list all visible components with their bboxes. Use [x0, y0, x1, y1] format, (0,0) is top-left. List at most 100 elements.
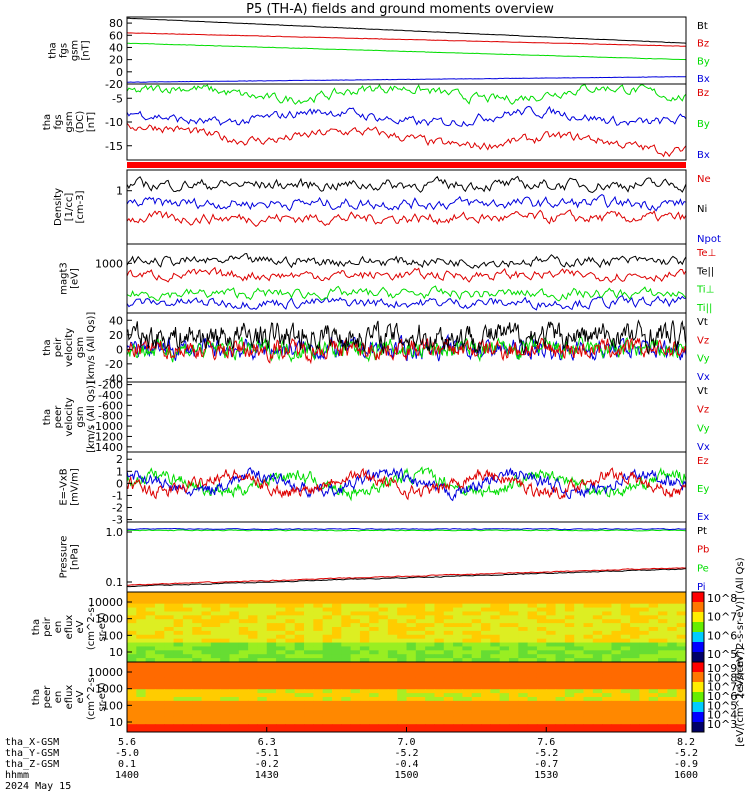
heatmap-cell	[527, 592, 538, 597]
heatmap-cell	[630, 685, 640, 690]
heatmap-cell	[387, 646, 398, 651]
heatmap-cell	[602, 724, 612, 729]
heatmap-cell	[276, 689, 286, 694]
heatmap-cell	[443, 700, 454, 706]
heatmap-cell	[322, 681, 333, 686]
heatmap-cell	[611, 662, 622, 667]
heatmap-cell	[154, 623, 165, 628]
heatmap-cell	[602, 603, 612, 609]
heatmap-cell	[471, 689, 482, 694]
heatmap-cell	[583, 607, 594, 612]
heatmap-cell	[453, 673, 463, 679]
heatmap-cell	[471, 599, 482, 605]
heatmap-cell	[471, 681, 482, 686]
heatmap-cell	[238, 650, 249, 655]
y-axis-label: E=-VxB	[59, 468, 70, 505]
heatmap-cell	[210, 619, 221, 624]
heatmap-cell	[220, 662, 230, 667]
heatmap-cell	[499, 685, 510, 690]
heatmap-cell	[145, 662, 156, 667]
heatmap-cell	[397, 642, 407, 647]
heatmap-cell	[508, 627, 519, 632]
heatmap-cell	[127, 627, 137, 632]
heatmap-cell	[145, 623, 156, 628]
heatmap-cell	[257, 592, 268, 597]
legend-entry: Te||	[696, 266, 714, 277]
heatmap-cell	[434, 615, 445, 620]
heatmap-cell	[406, 599, 417, 605]
y-tick-label: 10000	[88, 596, 123, 609]
heatmap-cell	[164, 654, 175, 659]
colorbar-tick: 10^5	[707, 699, 737, 712]
heatmap-cell	[359, 607, 370, 612]
heatmap-cell	[425, 662, 435, 667]
heatmap-cell	[564, 716, 575, 721]
heatmap-cell	[192, 646, 203, 651]
heatmap-cell	[154, 615, 165, 620]
heatmap-cell	[192, 665, 203, 671]
heatmap-cell	[257, 685, 268, 690]
x-axis-row-value: -0.7	[534, 759, 558, 770]
heatmap-cell	[434, 693, 445, 698]
heatmap-cell	[434, 689, 445, 694]
heatmap-cell	[639, 619, 650, 624]
heatmap-cell	[658, 677, 668, 682]
heatmap-cell	[462, 634, 473, 640]
heatmap-cell	[397, 693, 407, 698]
heatmap-cell	[658, 704, 668, 710]
heatmap-cell	[462, 708, 473, 714]
legend-entry: Ti⊥	[696, 285, 714, 296]
heatmap-cell	[164, 685, 175, 690]
heatmap-cell	[313, 650, 324, 655]
heatmap-cell	[341, 685, 352, 690]
heatmap-cell	[527, 724, 538, 729]
heatmap-cell	[248, 700, 258, 706]
heatmap-cell	[154, 677, 165, 682]
heatmap-cell	[266, 716, 277, 721]
heatmap-cell	[369, 689, 380, 694]
heatmap-cell	[499, 669, 510, 675]
heatmap-cell	[667, 638, 678, 644]
heatmap-cell	[639, 712, 650, 717]
y-axis-label: peer	[53, 405, 64, 429]
heatmap-cell	[536, 634, 547, 640]
heatmap-cell	[508, 662, 519, 667]
heatmap-cell	[481, 634, 491, 640]
heatmap-cell	[229, 665, 240, 671]
heatmap-cell	[164, 592, 175, 597]
y-tick-label: 20	[109, 329, 123, 342]
heatmap-cell	[341, 642, 352, 647]
heatmap-cell	[639, 646, 650, 651]
heatmap-cell	[462, 685, 473, 690]
heatmap-cell	[639, 607, 650, 612]
heatmap-cell	[648, 708, 659, 714]
heatmap-cell	[471, 634, 482, 640]
heatmap-cell	[359, 669, 370, 675]
heatmap-cell	[676, 677, 687, 682]
heatmap-cell	[518, 681, 529, 686]
heatmap-cell	[658, 642, 668, 647]
heatmap-cell	[154, 693, 165, 698]
heatmap-cell	[453, 654, 463, 659]
heatmap-cell	[304, 685, 314, 690]
heatmap-cell	[322, 662, 333, 667]
heatmap-cell	[425, 712, 435, 717]
heatmap-cell	[630, 627, 640, 632]
heatmap-cell	[331, 724, 342, 729]
heatmap-cell	[630, 720, 640, 725]
heatmap-cell	[564, 673, 575, 679]
heatmap-cell	[313, 677, 324, 682]
colorbar-tick: 10^5	[707, 648, 737, 661]
heatmap-cell	[387, 693, 398, 698]
heatmap-cell	[369, 724, 380, 729]
heatmap-cell	[294, 650, 305, 655]
heatmap-cell	[518, 634, 529, 640]
heatmap-cell	[201, 708, 212, 714]
heatmap-cell	[294, 681, 305, 686]
heatmap-cell	[127, 724, 137, 729]
heatmap-cell	[499, 611, 510, 616]
heatmap-cell	[508, 654, 519, 659]
heatmap-cell	[145, 673, 156, 679]
heatmap-cell	[415, 630, 426, 636]
